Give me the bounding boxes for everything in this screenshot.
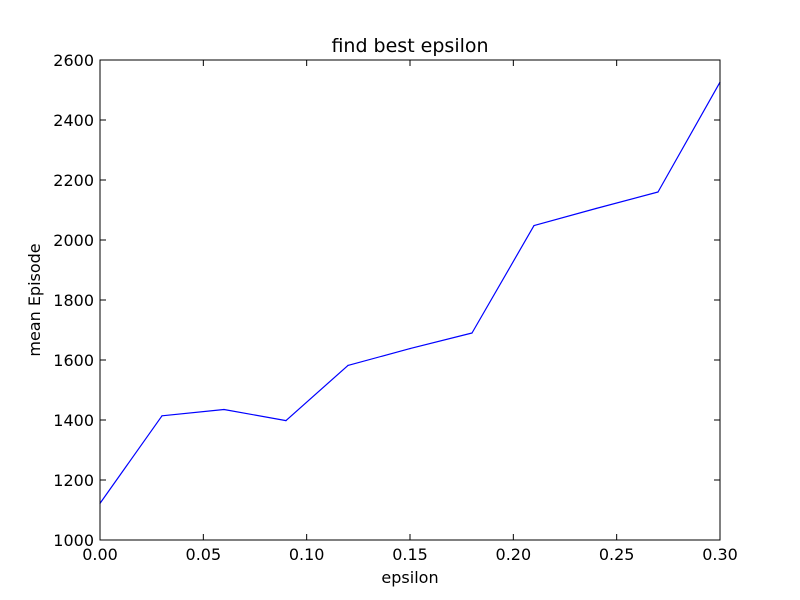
data-point: [409, 348, 411, 350]
data-point: [471, 332, 473, 334]
y-tick-label: 2200: [53, 171, 94, 190]
data-point: [223, 408, 225, 411]
x-tick-label: 0.30: [702, 545, 738, 564]
x-tick-label: 0.25: [599, 545, 635, 564]
y-tick-label: 1000: [53, 531, 94, 550]
y-tick-label: 1400: [53, 411, 94, 430]
data-point: [161, 415, 163, 417]
y-tick-label: 1800: [53, 291, 94, 310]
data-point: [347, 364, 349, 366]
data-point: [595, 207, 597, 210]
y-tick-label: 2600: [53, 51, 94, 70]
y-axis-title: mean Episode: [25, 243, 44, 356]
y-axis: 1000 1200 1400 1600 1800 2000 2200 2400 2600: [53, 51, 720, 550]
x-tick-label: 0.10: [289, 545, 325, 564]
chart-title: find best epsilon: [331, 35, 488, 57]
data-point: [657, 191, 659, 193]
y-tick-label: 2400: [53, 111, 94, 130]
y-tick-label: 1600: [53, 351, 94, 370]
x-axis: 0.00 0.05 0.10 0.15 0.20 0.25 0.30: [82, 60, 738, 564]
plot-frame: [99, 59, 721, 541]
y-tick-label: 2000: [53, 231, 94, 250]
plot-area: [99, 59, 721, 541]
x-tick-label: 0.00: [82, 545, 118, 564]
x-tick-label: 0.20: [496, 545, 532, 564]
x-axis-title: epsilon: [381, 568, 438, 587]
y-tick-label: 1200: [53, 471, 94, 490]
x-tick-label: 0.05: [186, 545, 222, 564]
data-point: [285, 420, 287, 422]
x-tick-label: 0.15: [392, 545, 428, 564]
data-point: [533, 225, 535, 227]
